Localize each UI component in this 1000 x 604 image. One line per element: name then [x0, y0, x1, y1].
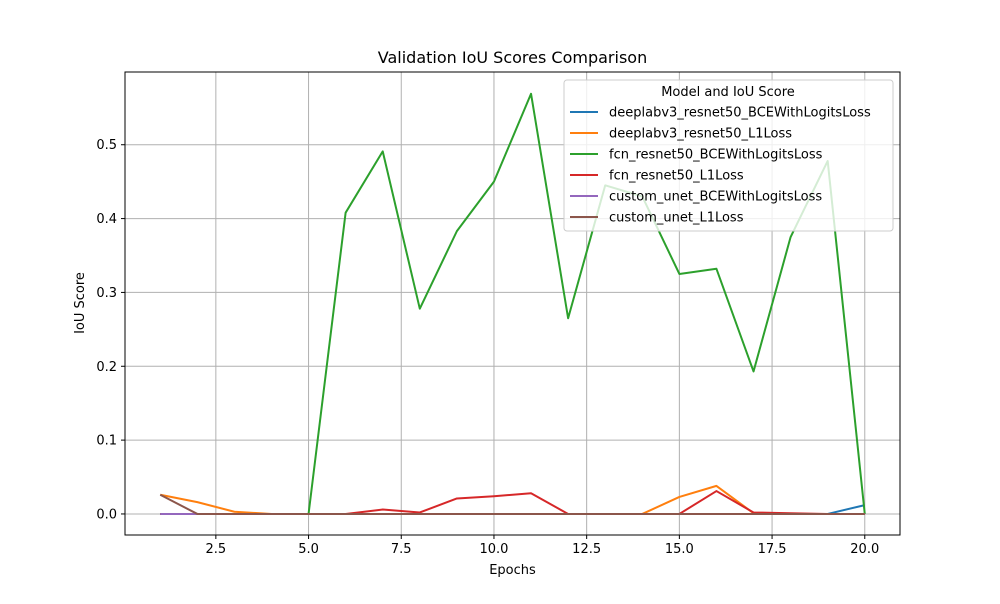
legend-label: custom_unet_BCEWithLogitsLoss: [609, 190, 822, 205]
x-tick-label: 12.5: [572, 542, 601, 557]
legend-label: fcn_resnet50_BCEWithLogitsLoss: [609, 148, 823, 163]
legend-entry: deeplabv3_resnet50_BCEWithLogitsLoss: [570, 106, 871, 121]
x-tick-label: 2.5: [206, 542, 227, 557]
x-tick-label: 7.5: [391, 542, 412, 557]
legend-entry: fcn_resnet50_BCEWithLogitsLoss: [570, 148, 823, 163]
x-tick-label: 20.0: [850, 542, 879, 557]
x-axis-ticks: 2.5 5.0 7.5 10.0 12.5 15.0 17.5 20.0: [206, 535, 879, 557]
legend-label: fcn_resnet50_L1Loss: [609, 169, 744, 184]
x-tick-label: 15.0: [665, 542, 694, 557]
legend-entry: deeplabv3_resnet50_L1Loss: [570, 127, 792, 142]
y-tick-label: 0.0: [96, 507, 117, 522]
y-tick-label: 0.3: [96, 286, 117, 301]
legend-entries: deeplabv3_resnet50_BCEWithLogitsLossdeep…: [570, 106, 871, 226]
legend: Model and IoU Score deeplabv3_resnet50_B…: [563, 79, 894, 232]
y-axis-ticks: 0.0 0.1 0.2 0.3 0.4 0.5: [96, 138, 125, 522]
x-tick-label: 17.5: [758, 542, 787, 557]
legend-label: custom_unet_L1Loss: [609, 211, 744, 226]
x-tick-label: 10.0: [479, 542, 508, 557]
y-axis-label: IoU Score: [73, 272, 88, 334]
legend-entry: custom_unet_L1Loss: [570, 211, 744, 226]
legend-title: Model and IoU Score: [661, 85, 795, 100]
legend-box: [563, 79, 894, 232]
y-tick-label: 0.5: [96, 138, 117, 153]
plot-frame: [124, 71, 901, 536]
series-lines: [159, 92, 866, 515]
y-tick-label: 0.4: [96, 212, 117, 227]
series-line: [159, 493, 865, 515]
x-axis-label: Epochs: [489, 563, 536, 578]
chart-title: Validation IoU Scores Comparison: [378, 48, 647, 67]
y-tick-label: 0.2: [96, 360, 117, 375]
legend-label: deeplabv3_resnet50_L1Loss: [609, 127, 792, 142]
x-tick-label: 5.0: [298, 542, 319, 557]
legend-entry: custom_unet_BCEWithLogitsLoss: [570, 190, 822, 205]
y-tick-label: 0.1: [96, 434, 117, 449]
legend-entry: fcn_resnet50_L1Loss: [570, 169, 744, 184]
legend-label: deeplabv3_resnet50_BCEWithLogitsLoss: [609, 106, 871, 121]
